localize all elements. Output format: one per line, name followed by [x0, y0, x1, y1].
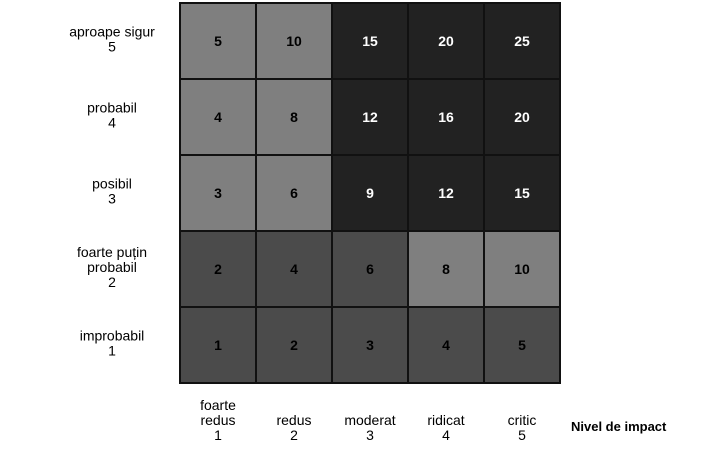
y-tick-label-line: posibil [92, 176, 132, 192]
cell-value-label: 16 [438, 109, 454, 125]
cell-value-label: 3 [214, 185, 222, 201]
matrix-cell-r2-c3 [331, 78, 409, 156]
matrix-cell-r3-c4 [407, 154, 485, 232]
cell-value-label: 8 [442, 261, 450, 277]
y-tick-label-line: probabil [87, 259, 137, 275]
cell-value-label: 2 [214, 261, 222, 277]
cell-value-label: 4 [214, 109, 222, 125]
x-tick-label-line: critic [508, 412, 537, 428]
matrix-cell-r4-c3 [331, 230, 409, 308]
y-tick-label-line: foarte puțin [77, 244, 147, 260]
matrix-border [179, 2, 561, 384]
cell-value-label: 10 [286, 33, 302, 49]
cell-value-label: 4 [442, 337, 450, 353]
x-tick-label-line: redus [276, 412, 311, 428]
x-tick-label-line: 3 [366, 427, 374, 443]
cell-value-label: 20 [438, 33, 454, 49]
matrix-cell-r4-c2 [255, 230, 333, 308]
cell-value-label: 15 [514, 185, 530, 201]
y-tick-label-line: 1 [108, 343, 116, 359]
cell-value-label: 5 [214, 33, 222, 49]
cell-value-label: 8 [290, 109, 298, 125]
y-tick-label-line: aproape sigur [69, 24, 155, 40]
x-tick-label-line: redus [200, 412, 235, 428]
matrix-cells: 5 10 15 20 254 8 12 16 203 6 9 12 152 4 6 8 101 2 3 4 5 [179, 2, 561, 384]
y-tick-label-line: improbabil [80, 328, 145, 344]
y-tick-label-line: 4 [108, 115, 116, 131]
cell-value-label: 3 [366, 337, 374, 353]
y-tick-label-line: 5 [108, 39, 116, 55]
x-tick-label-line: 4 [442, 427, 450, 443]
cell-value-label: 12 [362, 109, 378, 125]
cell-value-label: 6 [290, 185, 298, 201]
x-axis-title: Nivel de impact [571, 419, 667, 434]
x-tick-label-line: foarte [200, 397, 236, 413]
cell-value-label: 1 [214, 337, 222, 353]
x-tick-label-line: 5 [518, 427, 526, 443]
matrix-cell-r4-c5 [483, 230, 561, 308]
cell-value-label: 15 [362, 33, 378, 49]
y-tick-label-line: probabil [87, 100, 137, 116]
cell-value-label: 6 [366, 261, 374, 277]
x-tick-label-line: ridicat [427, 412, 464, 428]
x-tick-label-line: 2 [290, 427, 298, 443]
cell-value-label: 9 [366, 185, 374, 201]
matrix-cell-r3-c2 [255, 154, 333, 232]
matrix-cell-r5-c1 [179, 306, 257, 384]
matrix-cell-r2-c5 [483, 78, 561, 156]
cell-value-label: 5 [518, 337, 526, 353]
cell-value-label: 20 [514, 109, 530, 125]
cell-value-label: 10 [514, 261, 530, 277]
cell-value-label: 12 [438, 185, 454, 201]
x-tick-label-line: moderat [344, 412, 395, 428]
y-tick-label-line: 2 [108, 274, 116, 290]
cell-value-label: 25 [514, 33, 530, 49]
cell-value-label: 4 [290, 261, 298, 277]
matrix-cell-r4-c4 [407, 230, 485, 308]
x-tick-label-line: 1 [214, 427, 222, 443]
cell-value-label: 2 [290, 337, 298, 353]
matrix-cell-r5-c2 [255, 306, 333, 384]
matrix-cell-r1-c2 [255, 2, 333, 80]
matrix-cell-r5-c3 [331, 306, 409, 384]
y-tick-label-line: 3 [108, 191, 116, 207]
x-axis-labels: foarteredus1redus2moderat3ridicat4critic… [200, 397, 536, 443]
